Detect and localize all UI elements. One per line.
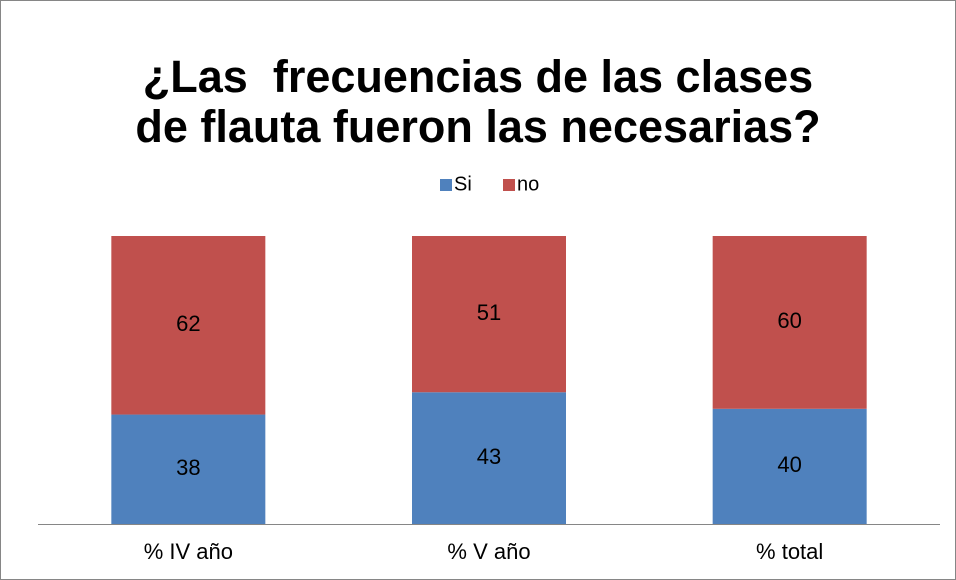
bar-segment bbox=[712, 236, 867, 409]
bar-segment bbox=[412, 236, 566, 393]
chart-title: de flauta fueron las necesarias? bbox=[135, 101, 820, 152]
x-tick-label: % IV año bbox=[144, 539, 233, 564]
data-label: 62 bbox=[176, 311, 200, 336]
bar-segment bbox=[111, 236, 266, 415]
data-label: 43 bbox=[477, 444, 501, 469]
data-label: 38 bbox=[176, 455, 200, 480]
x-tick-label: % V año bbox=[447, 539, 530, 564]
bar-segment bbox=[712, 408, 867, 524]
data-label: 40 bbox=[777, 452, 801, 477]
legend-swatch bbox=[503, 179, 515, 191]
data-label: 60 bbox=[777, 308, 801, 333]
chart-title: ¿Las frecuencias de las clases bbox=[143, 51, 813, 102]
bar-segment bbox=[111, 414, 266, 524]
x-tick-label: % total bbox=[756, 539, 823, 564]
legend-label: no bbox=[517, 173, 539, 195]
bar-segment bbox=[412, 392, 566, 524]
legend-swatch bbox=[440, 179, 452, 191]
data-label: 51 bbox=[477, 300, 501, 325]
legend-label: Si bbox=[454, 173, 472, 195]
